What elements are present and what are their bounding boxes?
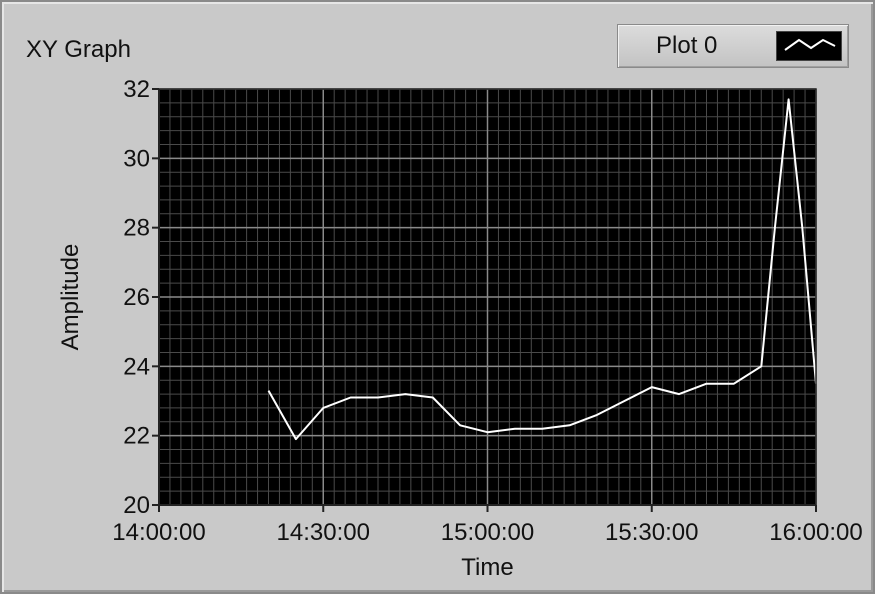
- legend-line-icon: [776, 31, 842, 61]
- chart: 20 22 24 26 28 30 32 14:00:00 14:30:00 15:00:00 15…: [57, 76, 863, 581]
- legend-label: Plot 0: [656, 32, 718, 59]
- x-tick-label: 16:00:00: [769, 519, 862, 546]
- y-tick-label: 32: [123, 76, 150, 103]
- y-tick-label: 20: [123, 492, 150, 519]
- y-axis-label: Amplitude: [57, 244, 84, 351]
- plot-frame: 20 22 24 26 28 30 32 14:00:00 14:30:00 15:00:00 15…: [8, 70, 870, 588]
- x-axis-label: Time: [461, 554, 513, 581]
- x-tick-label: 14:30:00: [277, 519, 370, 546]
- plot-border: [158, 88, 817, 506]
- x-tick-label: 15:30:00: [605, 519, 698, 546]
- y-tick-label: 24: [123, 353, 150, 380]
- y-tick-label: 26: [123, 284, 150, 311]
- y-tick-label: 30: [123, 145, 150, 172]
- graph-title: XY Graph: [26, 36, 131, 63]
- x-tick-label: 15:00:00: [441, 519, 534, 546]
- plot-legend[interactable]: Plot 0: [617, 24, 849, 68]
- x-tick-label: 14:00:00: [112, 519, 205, 546]
- y-tick-label: 22: [123, 423, 150, 450]
- y-tick-label: 28: [123, 215, 150, 242]
